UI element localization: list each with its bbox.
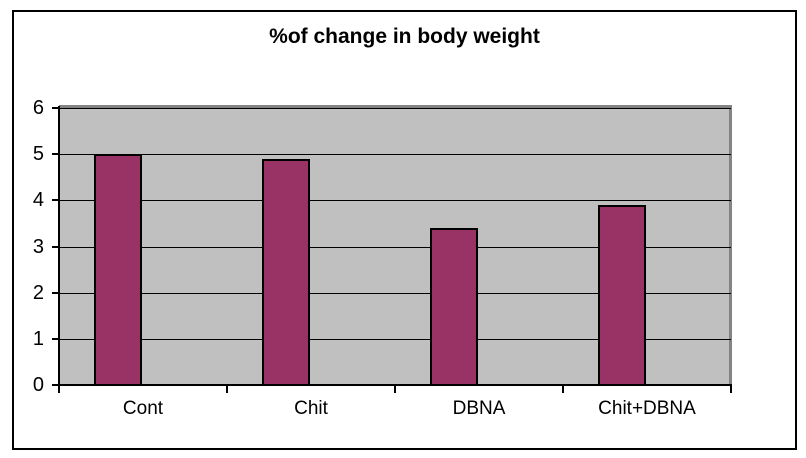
y-axis-tick [52, 384, 59, 386]
x-axis-line [52, 384, 732, 386]
gridline [59, 200, 731, 201]
y-axis-tick [52, 292, 59, 294]
x-axis-tick [58, 386, 60, 393]
gridline [59, 247, 731, 248]
gridline [59, 293, 731, 294]
x-axis-tick [226, 386, 228, 393]
x-axis-tick [394, 386, 396, 393]
y-axis-line [58, 106, 60, 386]
bar-chit [262, 159, 310, 386]
y-axis-tick [52, 246, 59, 248]
x-axis-tick [562, 386, 564, 393]
x-category-label: Chit+DBNA [598, 398, 696, 419]
gridline [59, 108, 731, 109]
y-axis-label: 2 [32, 282, 44, 304]
bar-chit-dbna [598, 205, 646, 386]
y-axis-label: 1 [32, 328, 44, 350]
y-axis-label: 0 [32, 374, 44, 396]
y-axis-label: 5 [32, 143, 44, 165]
y-axis-label: 3 [32, 236, 44, 258]
x-category-label: DBNA [452, 398, 506, 419]
y-axis-tick [52, 153, 59, 155]
y-axis-tick [52, 338, 59, 340]
gridline [59, 339, 731, 340]
y-axis-label: 4 [32, 189, 44, 211]
chart-title: %of change in body weight [269, 25, 540, 48]
bar-cont [94, 154, 142, 386]
y-axis-tick [52, 107, 59, 109]
x-axis-tick [730, 386, 732, 393]
y-axis-label: 6 [32, 97, 44, 119]
x-category-label: Cont [122, 398, 164, 419]
x-category-label: Chit [294, 398, 328, 419]
bar-dbna [430, 228, 478, 386]
gridline [59, 154, 731, 155]
y-axis-tick [52, 199, 59, 201]
